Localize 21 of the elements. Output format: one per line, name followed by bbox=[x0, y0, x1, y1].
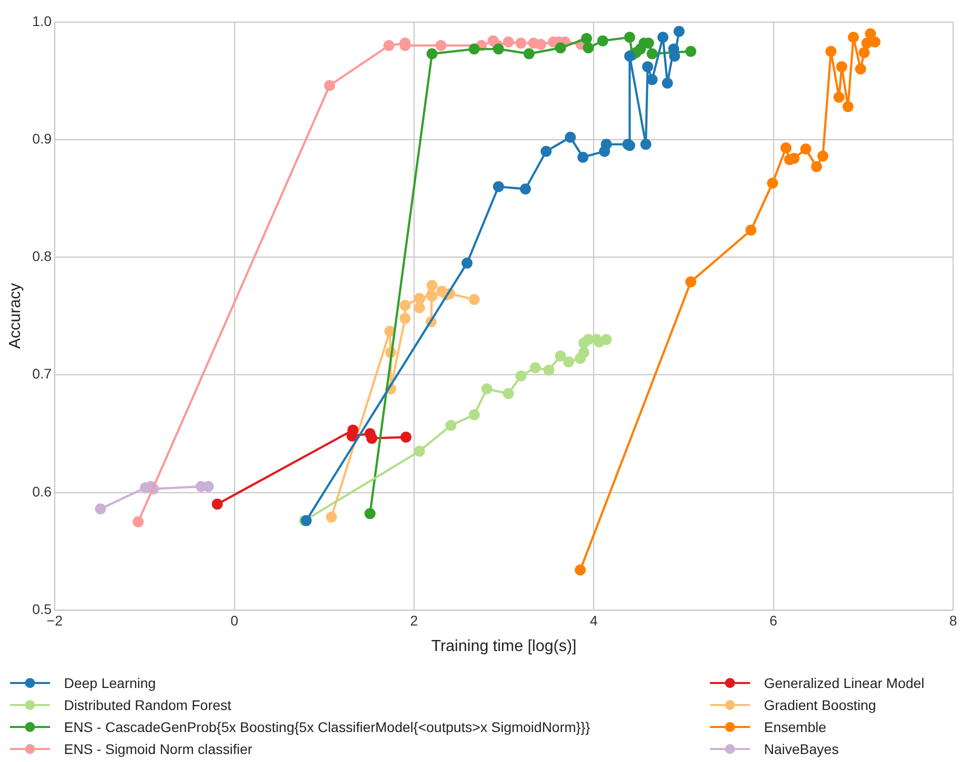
legend-label: Deep Learning bbox=[64, 675, 156, 691]
legend-label: ENS - Sigmoid Norm classifier bbox=[64, 741, 252, 757]
x-axis-title: Training time [log(s)] bbox=[431, 638, 576, 655]
x-tick-label: 8 bbox=[949, 612, 958, 628]
legend-label: Generalized Linear Model bbox=[764, 675, 924, 691]
y-tick-label: 0.8 bbox=[32, 248, 52, 264]
y-tick-label: 0.7 bbox=[32, 366, 52, 382]
y-tick-label: 1.0 bbox=[32, 12, 52, 29]
y-tick-label: 0.9 bbox=[32, 130, 52, 146]
legend-label: Ensemble bbox=[764, 719, 826, 735]
x-tick-label: 0 bbox=[230, 612, 238, 628]
y-tick-label: 0.5 bbox=[32, 600, 52, 617]
legend-label: ENS - CascadeGenProb{5x Boosting{5x ClassifierModel{<outputs>x SigmoidNorm}}} bbox=[64, 719, 590, 735]
x-tick-label: 4 bbox=[590, 612, 598, 628]
legend-label: Distributed Random Forest bbox=[64, 697, 232, 713]
y-tick-label: 0.6 bbox=[32, 483, 52, 500]
x-tick-label: 6 bbox=[770, 612, 778, 628]
x-tick-label: 2 bbox=[410, 612, 418, 628]
legend-label: NaiveBayes bbox=[764, 741, 839, 757]
legend-label: Gradient Boosting bbox=[764, 697, 876, 713]
y-axis-title: Accuracy bbox=[7, 283, 24, 349]
